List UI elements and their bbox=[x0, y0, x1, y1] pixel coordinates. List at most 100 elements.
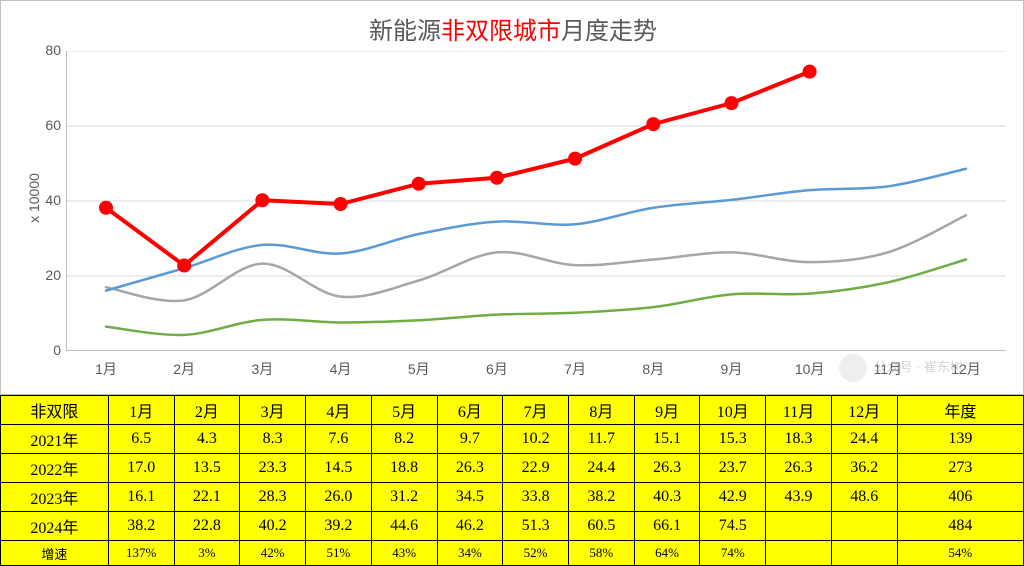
table-cell: 8.3 bbox=[240, 425, 306, 454]
table-header-cell: 11月 bbox=[766, 396, 832, 425]
table-header-cell: 年度 bbox=[897, 396, 1023, 425]
row-label: 增速 bbox=[1, 541, 109, 566]
y-axis-ticks: 020406080 bbox=[31, 51, 61, 351]
table-cell: 26.3 bbox=[437, 454, 503, 483]
table-header-cell: 2月 bbox=[174, 396, 240, 425]
table-cell: 9.7 bbox=[437, 425, 503, 454]
title-part-1: 新能源 bbox=[369, 18, 441, 45]
table-cell: 42.9 bbox=[700, 483, 766, 512]
plot-area bbox=[66, 51, 1006, 351]
table-row: 2021年6.54.38.37.68.29.710.211.715.115.31… bbox=[1, 425, 1024, 454]
table-cell: 24.4 bbox=[568, 454, 634, 483]
title-part-2: 非双限城市 bbox=[441, 18, 561, 45]
table-header-cell: 1月 bbox=[108, 396, 174, 425]
y-tick-label: 40 bbox=[31, 192, 61, 208]
table-header-cell: 4月 bbox=[306, 396, 372, 425]
x-tick-label: 5月 bbox=[408, 359, 430, 379]
table-header-cell: 5月 bbox=[371, 396, 437, 425]
table-cell: 22.1 bbox=[174, 483, 240, 512]
table-cell: 31.2 bbox=[371, 483, 437, 512]
table-cell: 51% bbox=[306, 541, 372, 566]
table-header-cell: 非双限 bbox=[1, 396, 109, 425]
table-cell: 33.8 bbox=[503, 483, 569, 512]
watermark-text: 公众号 · 崔东树 bbox=[873, 359, 963, 374]
table-cell: 34.5 bbox=[437, 483, 503, 512]
x-tick-label: 6月 bbox=[486, 359, 508, 379]
table-cell: 22.8 bbox=[174, 512, 240, 541]
table-cell: 26.3 bbox=[634, 454, 700, 483]
table-cell: 64% bbox=[634, 541, 700, 566]
table-cell: 46.2 bbox=[437, 512, 503, 541]
table-cell: 24.4 bbox=[831, 425, 897, 454]
row-label: 2022年 bbox=[1, 454, 109, 483]
table-row: 2024年38.222.840.239.244.646.251.360.566.… bbox=[1, 512, 1024, 541]
row-label: 2023年 bbox=[1, 483, 109, 512]
table-cell: 36.2 bbox=[831, 454, 897, 483]
x-tick-label: 10月 bbox=[795, 359, 825, 379]
table-cell: 6.5 bbox=[108, 425, 174, 454]
table-cell: 28.3 bbox=[240, 483, 306, 512]
table-cell: 52% bbox=[503, 541, 569, 566]
watermark-avatar-icon bbox=[839, 354, 867, 382]
table-cell: 39.2 bbox=[306, 512, 372, 541]
table-cell: 13.5 bbox=[174, 454, 240, 483]
row-label: 2021年 bbox=[1, 425, 109, 454]
table-cell: 3% bbox=[174, 541, 240, 566]
table-cell: 273 bbox=[897, 454, 1023, 483]
table-cell: 34% bbox=[437, 541, 503, 566]
table-cell: 38.2 bbox=[108, 512, 174, 541]
table-cell: 43% bbox=[371, 541, 437, 566]
table-cell: 15.3 bbox=[700, 425, 766, 454]
table-cell: 7.6 bbox=[306, 425, 372, 454]
table-header-cell: 6月 bbox=[437, 396, 503, 425]
watermark: 公众号 · 崔东树 bbox=[839, 354, 963, 382]
table-cell: 8.2 bbox=[371, 425, 437, 454]
table-cell: 66.1 bbox=[634, 512, 700, 541]
chart-title: 新能源非双限城市月度走势 bbox=[1, 11, 1024, 46]
table-cell: 23.3 bbox=[240, 454, 306, 483]
table-cell: 10.2 bbox=[503, 425, 569, 454]
table-cell: 38.2 bbox=[568, 483, 634, 512]
table-header-cell: 9月 bbox=[634, 396, 700, 425]
table-header-cell: 12月 bbox=[831, 396, 897, 425]
table-cell: 74% bbox=[700, 541, 766, 566]
x-tick-label: 1月 bbox=[95, 359, 117, 379]
table-cell: 43.9 bbox=[766, 483, 832, 512]
table-row: 2022年17.013.523.314.518.826.322.924.426.… bbox=[1, 454, 1024, 483]
table-cell: 58% bbox=[568, 541, 634, 566]
table-header-cell: 8月 bbox=[568, 396, 634, 425]
y-tick-label: 0 bbox=[31, 342, 61, 358]
table-cell: 17.0 bbox=[108, 454, 174, 483]
table-cell: 16.1 bbox=[108, 483, 174, 512]
x-tick-label: 2月 bbox=[173, 359, 195, 379]
table-header-cell: 7月 bbox=[503, 396, 569, 425]
table-header-cell: 10月 bbox=[700, 396, 766, 425]
x-tick-label: 8月 bbox=[642, 359, 664, 379]
x-tick-label: 3月 bbox=[251, 359, 273, 379]
table-cell: 60.5 bbox=[568, 512, 634, 541]
table-cell: 40.2 bbox=[240, 512, 306, 541]
title-part-3: 月度走势 bbox=[561, 18, 657, 45]
table-cell: 48.6 bbox=[831, 483, 897, 512]
table-cell bbox=[766, 512, 832, 541]
x-tick-label: 7月 bbox=[564, 359, 586, 379]
table-cell: 26.0 bbox=[306, 483, 372, 512]
y-tick-label: 20 bbox=[31, 267, 61, 283]
table-cell: 51.3 bbox=[503, 512, 569, 541]
table-cell: 26.3 bbox=[766, 454, 832, 483]
table-row: 增速137%3%42%51%43%34%52%58%64%74%54% bbox=[1, 541, 1024, 566]
table-cell: 484 bbox=[897, 512, 1023, 541]
table-cell: 40.3 bbox=[634, 483, 700, 512]
table-cell: 23.7 bbox=[700, 454, 766, 483]
table-cell: 137% bbox=[108, 541, 174, 566]
table-row: 2023年16.122.128.326.031.234.533.838.240.… bbox=[1, 483, 1024, 512]
data-table: 非双限1月2月3月4月5月6月7月8月9月10月11月12月年度2021年6.5… bbox=[0, 395, 1024, 566]
table-cell: 14.5 bbox=[306, 454, 372, 483]
x-tick-label: 4月 bbox=[330, 359, 352, 379]
table-cell: 139 bbox=[897, 425, 1023, 454]
line-chart: 新能源非双限城市月度走势 x 10000 020406080 1月2月3月4月5… bbox=[0, 0, 1024, 395]
table-cell bbox=[831, 512, 897, 541]
table-cell: 15.1 bbox=[634, 425, 700, 454]
table-cell: 22.9 bbox=[503, 454, 569, 483]
table-cell: 54% bbox=[897, 541, 1023, 566]
